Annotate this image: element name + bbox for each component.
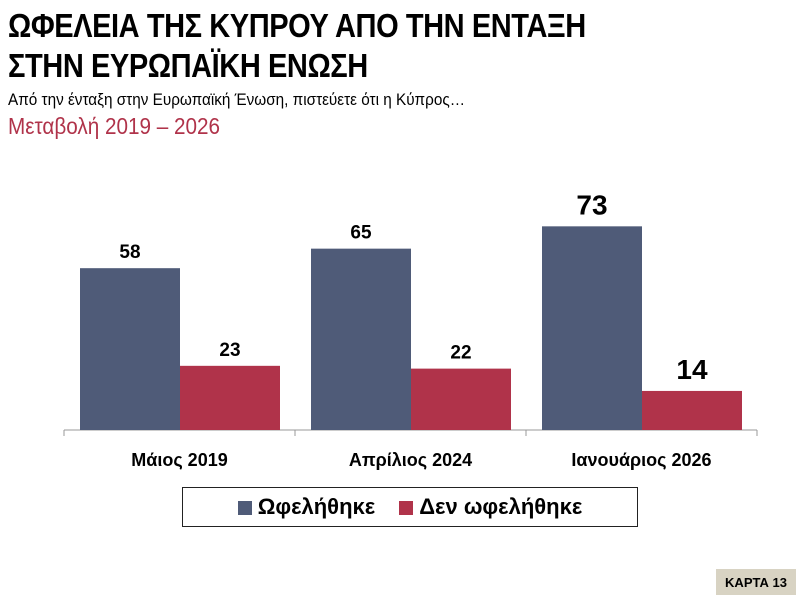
bar — [80, 268, 180, 430]
x-tick-label: Μάιος 2019 — [131, 450, 227, 470]
bar — [411, 368, 511, 430]
bar — [542, 226, 642, 430]
data-label: 73 — [576, 189, 607, 220]
bar — [642, 390, 742, 430]
x-tick-label: Ιανουάριος 2026 — [571, 450, 711, 470]
bar — [180, 365, 280, 430]
legend-swatch — [237, 501, 252, 516]
title-line-1: ΩΦΕΛΕΙΑ ΤΗΣ ΚΥΠΡΟΥ ΑΠΟ ΤΗΝ ΕΝΤΑΞΗ — [8, 7, 586, 44]
question-text: Από την ένταξη στην Ευρωπαϊκή Ένωση, πισ… — [8, 90, 466, 109]
bar — [311, 248, 411, 430]
data-label: 23 — [219, 340, 240, 361]
legend-label: Δεν ωφελήθηκε — [419, 494, 583, 519]
legend: Ωφελήθηκε Δεν ωφελήθηκε — [182, 487, 638, 527]
legend-label: Ωφελήθηκε — [257, 494, 376, 519]
subtitle: Μεταβολή 2019 – 2026 — [8, 113, 221, 139]
data-label: 22 — [450, 343, 471, 364]
data-label: 65 — [350, 223, 372, 244]
card-badge: ΚΑΡΤΑ 13 — [716, 569, 796, 595]
legend-swatch — [399, 501, 414, 516]
title-line-2: ΣΤΗΝ ΕΥΡΩΠΑΪΚΗ ΕΝΩΣΗ — [8, 47, 368, 84]
x-tick-label: Απρίλιος 2024 — [349, 450, 472, 470]
page-title: ΩΦΕΛΕΙΑ ΤΗΣ ΚΥΠΡΟΥ ΑΠΟ ΤΗΝ ΕΝΤΑΞΗ ΣΤΗΝ ΕΥ… — [8, 6, 586, 86]
data-label: 14 — [676, 354, 708, 385]
legend-item-1: Δεν ωφελήθηκε — [399, 494, 582, 520]
data-label: 58 — [119, 242, 140, 263]
legend-item-0: Ωφελήθηκε — [237, 494, 376, 520]
